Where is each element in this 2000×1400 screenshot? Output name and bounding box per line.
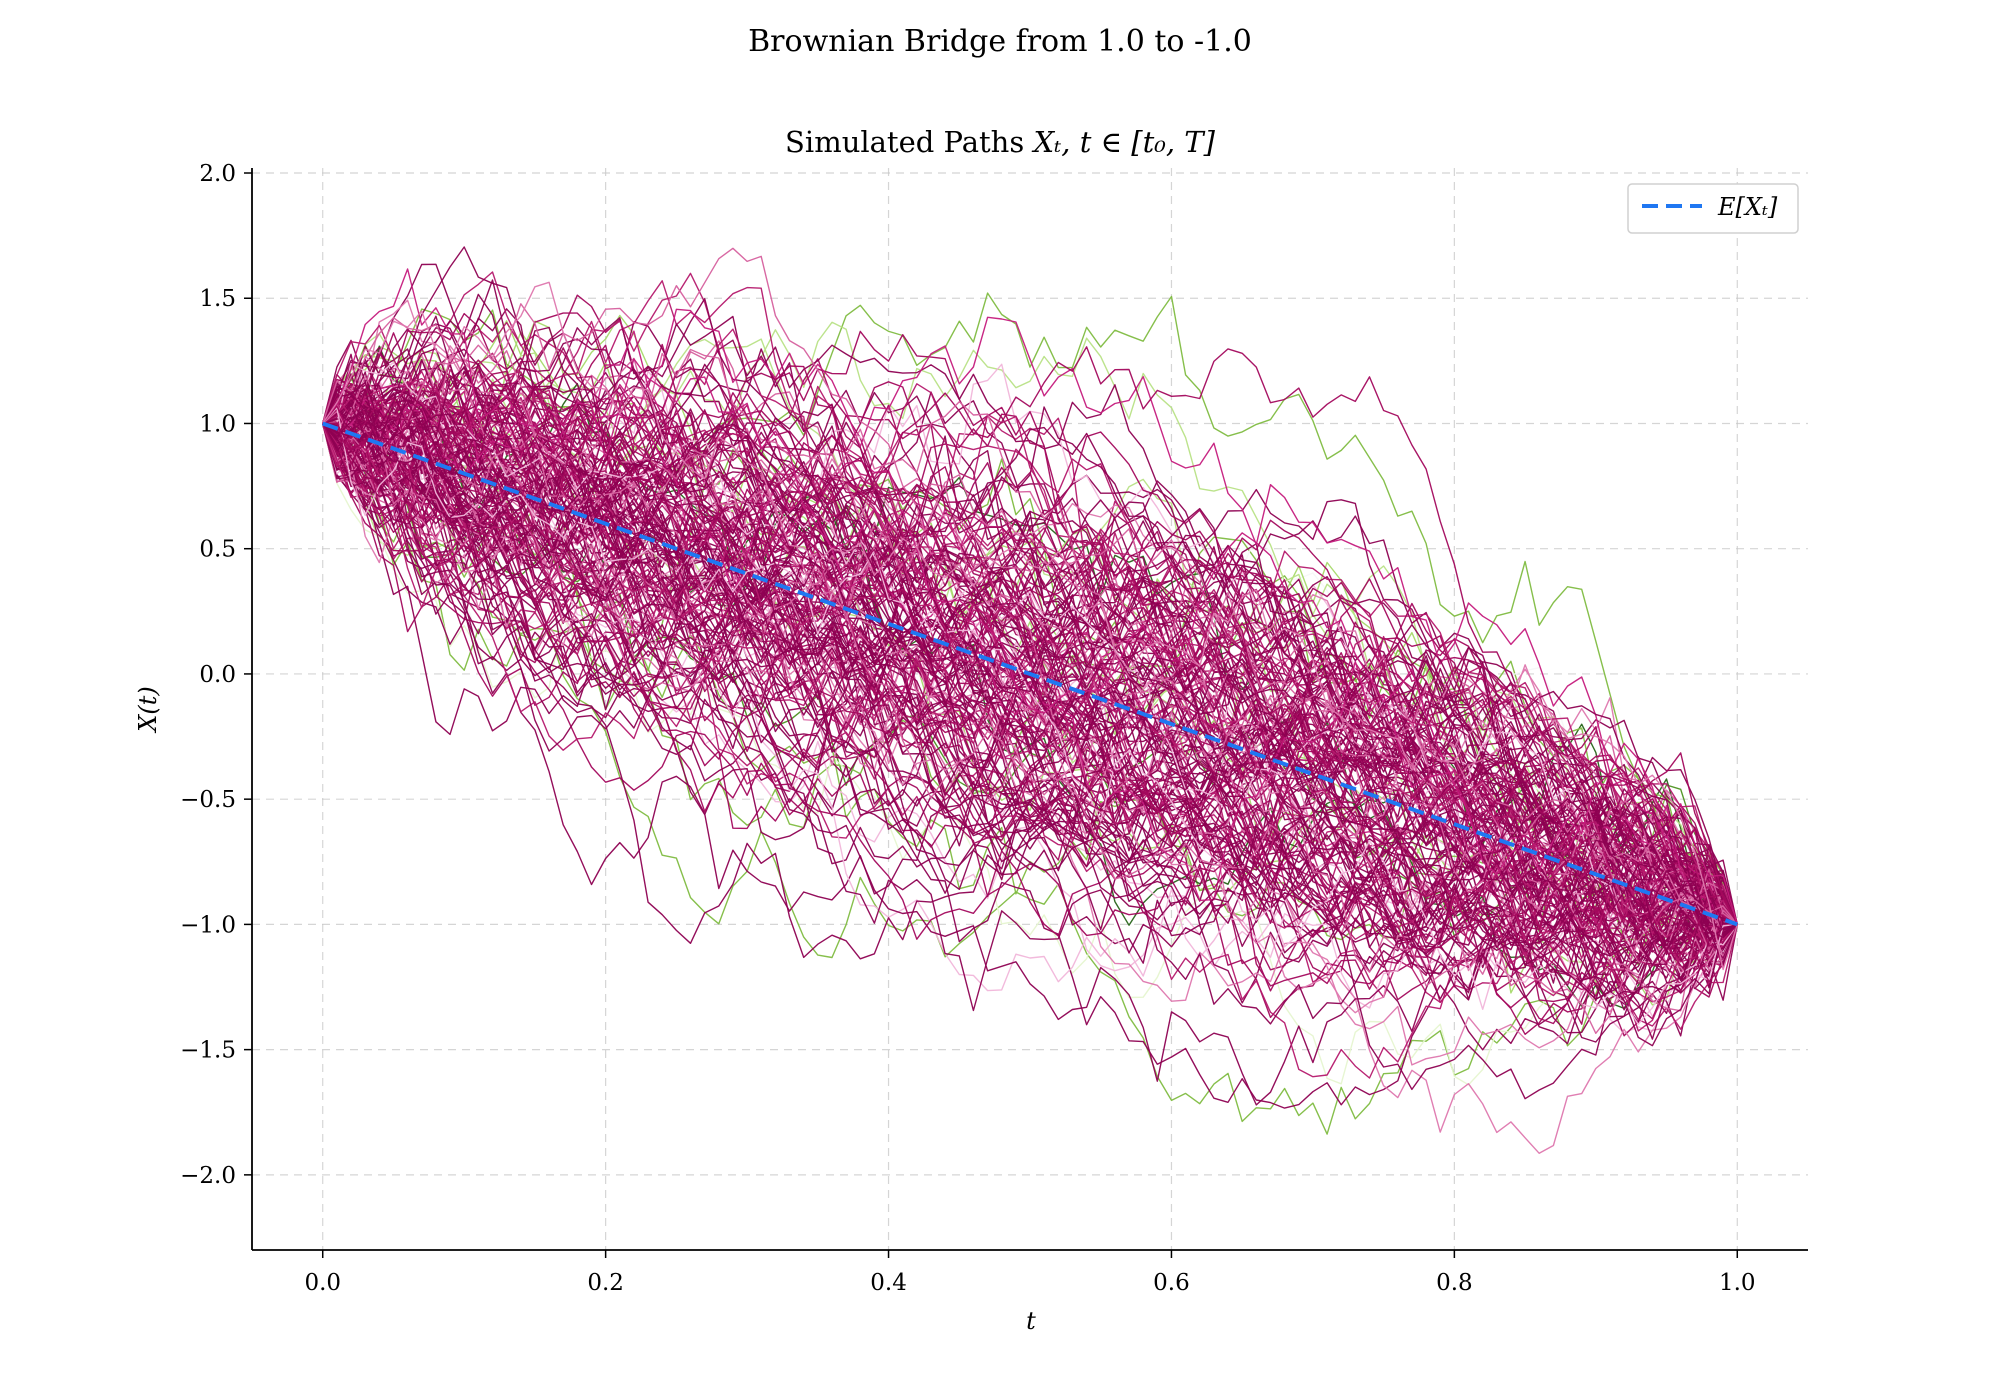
y-tick-label: 2.0 (199, 161, 236, 187)
y-tick-label: 0.5 (199, 537, 236, 563)
x-tick-label: 0.2 (587, 1270, 624, 1296)
x-tick-label: 0.0 (304, 1270, 341, 1296)
x-axis-label: t (1026, 1307, 1036, 1335)
simulated-paths (323, 247, 1738, 1153)
y-tick-label: −0.5 (180, 787, 236, 813)
x-tick-label: 1.0 (1719, 1270, 1756, 1296)
chart-title-text: Simulated Paths (785, 125, 1033, 159)
y-tick-label: −1.0 (180, 912, 236, 938)
x-tick-label: 0.4 (870, 1270, 907, 1296)
y-tick-label: −2.0 (180, 1163, 236, 1189)
y-axis-label: X(t) (134, 686, 162, 733)
legend: E[Xₜ] (1628, 184, 1798, 233)
y-tick-label: 0.0 (199, 662, 236, 688)
chart-title-math: Xₜ, t ∈ [t₀, T] (1031, 125, 1215, 159)
y-tick-label: 1.5 (199, 286, 236, 312)
x-tick-label: 0.6 (1153, 1270, 1190, 1296)
y-tick-label: 1.0 (199, 411, 236, 437)
chart-title: Simulated Paths Xₜ, t ∈ [t₀, T] (785, 125, 1216, 159)
y-tick-label: −1.5 (180, 1038, 236, 1064)
legend-label-mean: E[Xₜ] (1717, 193, 1778, 221)
x-tick-label: 0.8 (1436, 1270, 1473, 1296)
chart-suptitle: Brownian Bridge from 1.0 to -1.0 (748, 24, 1252, 59)
